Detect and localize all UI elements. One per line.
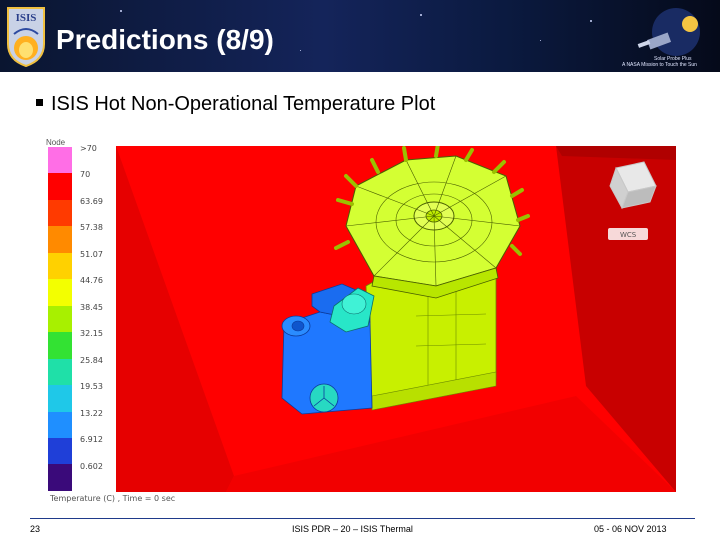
legend-swatch (48, 437, 72, 465)
isis-logo: ISIS (7, 7, 45, 68)
isis-logo-text: ISIS (16, 12, 37, 24)
footer-divider (30, 518, 695, 519)
star-decoration (590, 20, 592, 22)
color-legend (48, 147, 72, 491)
legend-title: Node (46, 138, 66, 147)
footer-date: 05 - 06 NOV 2013 (594, 524, 667, 534)
legend-label: 63.69 (80, 196, 103, 206)
star-decoration (120, 10, 122, 12)
legend-label: 0.602 (80, 461, 103, 471)
legend-swatch (48, 358, 72, 386)
footer-center-text: ISIS PDR – 20 – ISIS Thermal (292, 524, 413, 534)
slide-header: ISIS Predictions (8/9) Solar Probe Plus … (0, 0, 720, 72)
legend-swatch (48, 411, 72, 438)
partner-logo-line2: A NASA Mission to Touch the Sun (622, 62, 697, 68)
legend-label: 19.53 (80, 382, 103, 392)
legend-swatch (48, 332, 72, 359)
legend-swatch (48, 199, 72, 227)
wcs-label: WCS (620, 231, 637, 239)
legend-label: 6.912 (80, 435, 103, 445)
page-title: Predictions (8/9) (56, 24, 274, 55)
legend-swatch (48, 252, 72, 280)
star-decoration (300, 50, 301, 51)
legend-label: 38.45 (80, 302, 103, 312)
page-number: 23 (30, 524, 41, 534)
view-cube-icon: WCS (608, 161, 657, 240)
cyan-connector (329, 287, 375, 333)
legend-swatch (48, 464, 72, 491)
legend-swatch (48, 305, 72, 333)
bullet-square-icon (36, 99, 43, 106)
legend-label: 13.22 (80, 408, 103, 418)
legend-label: 44.76 (80, 276, 103, 286)
legend-label: 25.84 (80, 355, 103, 365)
legend-swatch (48, 279, 72, 306)
star-decoration (420, 14, 422, 16)
sensor-dome (334, 146, 530, 299)
bullet-text: ISIS Hot Non-Operational Temperature Plo… (51, 93, 436, 115)
star-decoration (540, 40, 541, 41)
legend-swatch (48, 226, 72, 253)
temperature-plot: WCS (116, 146, 676, 492)
legend-swatch (48, 173, 72, 200)
legend-label: >70 (80, 144, 97, 153)
legend-label: 57.38 (80, 223, 103, 233)
partner-logo-line1: Solar Probe Plus (654, 56, 692, 62)
solar-probe-plus-logo (637, 8, 700, 56)
legend-swatch (48, 385, 72, 412)
plot-caption: Temperature (C) , Time = 0 sec (50, 494, 176, 503)
legend-label: 32.15 (80, 329, 103, 339)
legend-label: 70 (80, 170, 91, 180)
legend-swatch (48, 147, 72, 174)
legend-label: 51.07 (80, 249, 103, 259)
bullet-item: ISIS Hot Non-Operational Temperature Plo… (36, 93, 435, 116)
